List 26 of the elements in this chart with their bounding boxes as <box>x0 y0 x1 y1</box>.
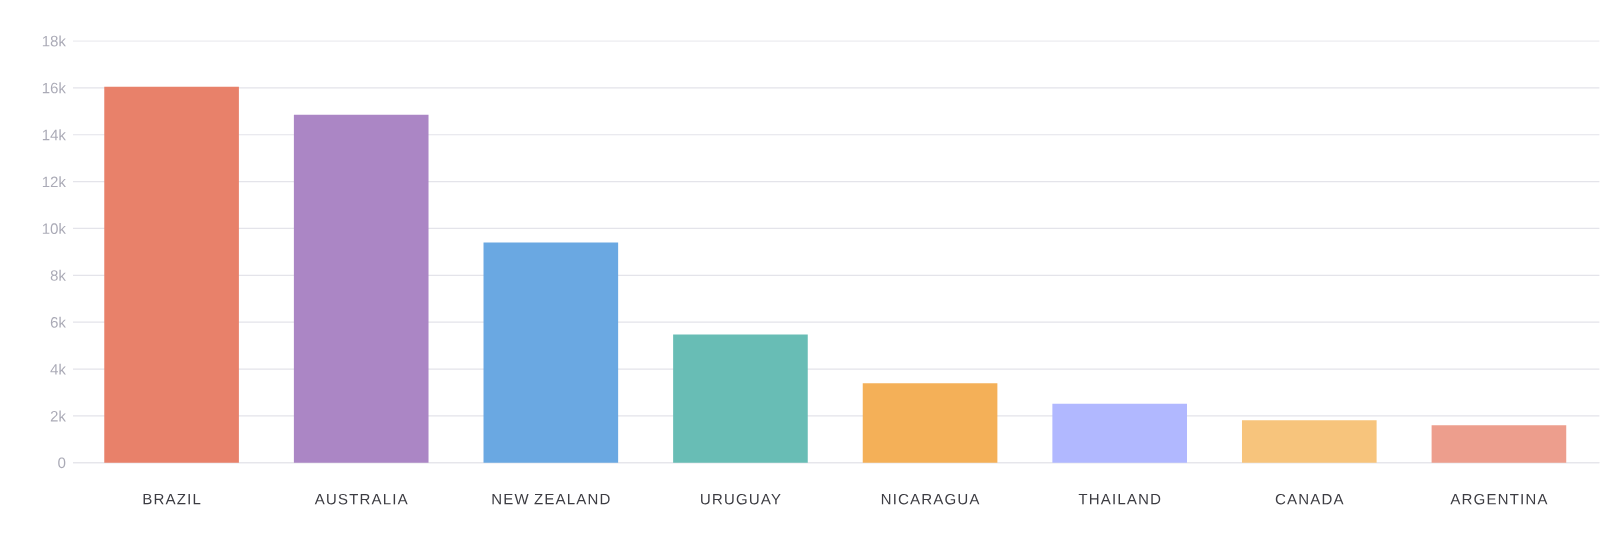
bar <box>673 334 808 463</box>
y-tick-label: 12k <box>42 176 66 188</box>
x-tick-label: URUGUAY <box>701 493 781 505</box>
bar <box>483 242 619 463</box>
y-tick-label: 16k <box>42 82 66 94</box>
x-tick-label: BRAZIL <box>143 493 201 505</box>
y-tick-label: 2k <box>50 410 66 422</box>
bar <box>862 383 998 463</box>
bar <box>1431 425 1567 463</box>
x-tick-label: ARGENTINA <box>1450 493 1548 505</box>
bar <box>293 114 429 463</box>
y-tick-label: 14k <box>42 129 66 141</box>
bar <box>1241 420 1377 463</box>
x-tick-label: NEW ZEALAND <box>492 493 610 505</box>
y-tick-label: 18k <box>42 35 66 47</box>
y-tick-label: 4k <box>50 363 66 375</box>
y-tick-label: 0 <box>58 457 66 469</box>
bar <box>104 86 239 463</box>
x-tick-label: CANADA <box>1275 493 1344 505</box>
bar <box>1052 403 1187 463</box>
x-tick-label: NICARAGUA <box>881 493 980 505</box>
y-tick-label: 8k <box>50 269 66 281</box>
x-tick-label: AUSTRALIA <box>314 493 408 505</box>
y-tick-label: 10k <box>42 223 66 235</box>
y-tick-label: 6k <box>50 316 66 328</box>
x-tick-label: THAILAND <box>1078 493 1161 505</box>
